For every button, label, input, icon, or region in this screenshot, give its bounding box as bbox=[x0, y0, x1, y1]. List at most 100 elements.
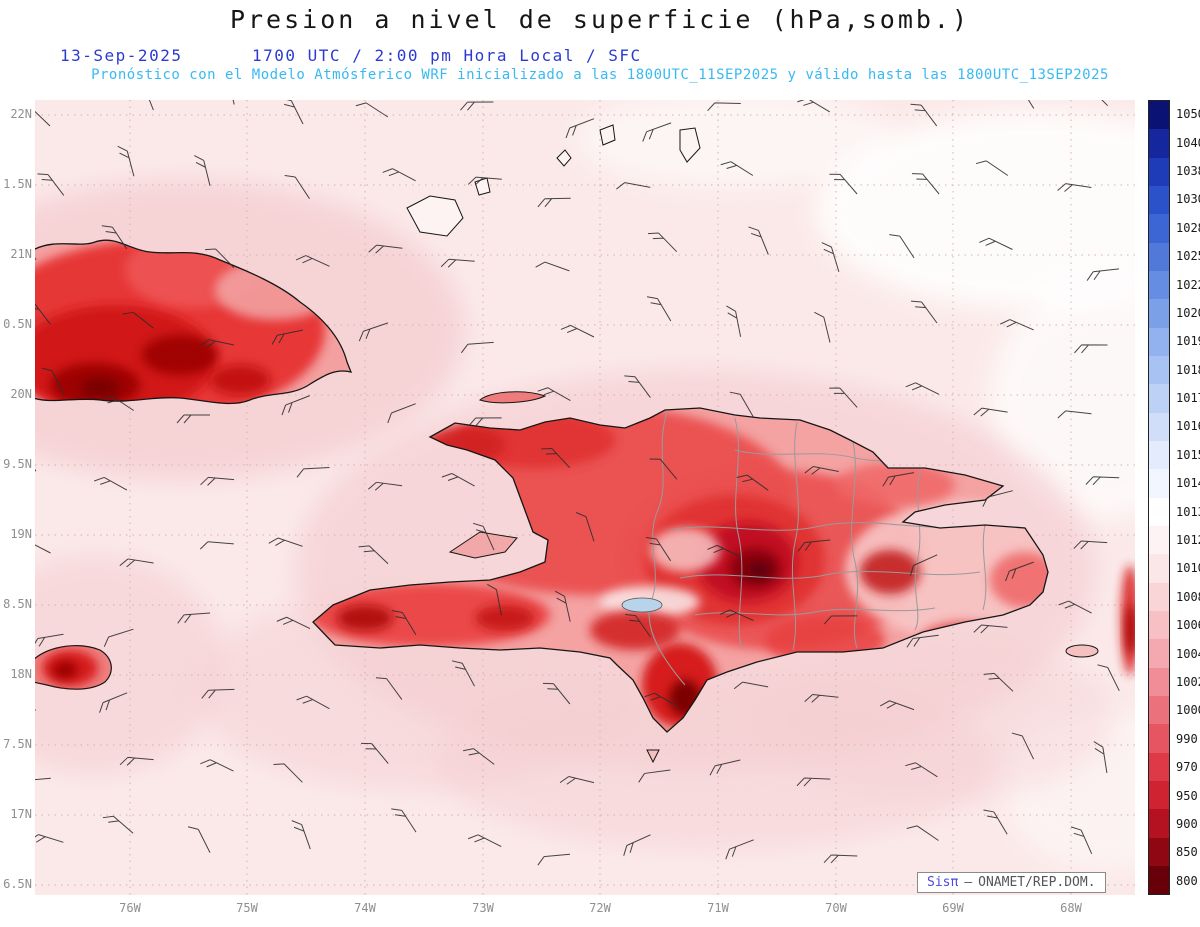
wind-barb bbox=[194, 155, 211, 186]
wind-barb bbox=[1000, 319, 1034, 331]
wind-barb bbox=[880, 700, 915, 711]
colorbar-tick-label: 800 bbox=[1176, 873, 1198, 888]
wind-barb bbox=[541, 448, 570, 468]
wind-barb bbox=[101, 225, 128, 250]
wind-barb bbox=[645, 536, 672, 562]
colorbar-cell bbox=[1149, 497, 1169, 526]
wind-barb bbox=[983, 809, 1008, 835]
wind-barb bbox=[296, 467, 330, 478]
wind-barb bbox=[821, 242, 840, 273]
wind-barb bbox=[554, 590, 571, 622]
colorbar-tick-label: 1020 bbox=[1176, 305, 1200, 320]
wind-barb bbox=[122, 311, 154, 329]
coastline-cuba bbox=[35, 239, 353, 405]
colorbar-tick-label: 1006 bbox=[1176, 618, 1200, 633]
wind-barb bbox=[975, 160, 1009, 176]
lat-tick-label: 22N bbox=[10, 107, 32, 121]
wind-barb bbox=[467, 176, 502, 186]
datetime-line: 13-Sep-2025 1700 UTC / 2:00 pm Hora Loca… bbox=[0, 46, 1200, 66]
wind-barb bbox=[361, 742, 389, 764]
map-canvas bbox=[35, 100, 1135, 895]
wind-barb bbox=[1073, 540, 1108, 550]
lat-tick-label: 7.5N bbox=[3, 737, 32, 751]
colorbar-tick-label: 850 bbox=[1176, 845, 1198, 860]
wind-barb bbox=[358, 545, 389, 565]
wind-barb bbox=[440, 258, 475, 268]
coastline-hispaniola bbox=[312, 407, 1049, 733]
colorbar-cell bbox=[1149, 157, 1169, 186]
wind-barb bbox=[905, 382, 940, 395]
wind-barb bbox=[487, 583, 502, 616]
wind-barb bbox=[823, 615, 858, 625]
colorbar-tick-label: 1017 bbox=[1176, 391, 1200, 406]
wind-barb bbox=[707, 544, 741, 558]
wind-barb bbox=[983, 672, 1014, 692]
colorbar-cell bbox=[1149, 752, 1169, 781]
colorbar-cell bbox=[1149, 129, 1169, 158]
wind-barb bbox=[906, 634, 939, 648]
wind-barb bbox=[200, 476, 235, 486]
wind-barb bbox=[616, 182, 651, 190]
island-saona bbox=[1065, 644, 1099, 658]
wind-barb bbox=[35, 834, 64, 843]
wind-barb bbox=[273, 763, 303, 783]
wind-barbs-layer bbox=[35, 100, 1120, 866]
wind-barb bbox=[1078, 100, 1109, 107]
wind-barb bbox=[368, 244, 403, 254]
colorbar-cell bbox=[1149, 809, 1169, 838]
wind-barb bbox=[35, 777, 51, 790]
wind-barb bbox=[35, 633, 64, 648]
colorbar-cell bbox=[1149, 469, 1169, 498]
wind-barb bbox=[647, 232, 678, 253]
org-label: ONAMET/REP.DOM. bbox=[978, 875, 1096, 890]
model-info-line: Pronóstico con el Modelo Atmósferico WRF… bbox=[91, 67, 1109, 83]
wind-barb bbox=[748, 226, 769, 255]
colorbar-cell bbox=[1149, 242, 1169, 271]
colorbar-cell bbox=[1149, 270, 1169, 300]
wind-barb bbox=[560, 324, 595, 338]
wind-barb bbox=[295, 255, 330, 267]
wind-barb bbox=[733, 681, 769, 690]
wind-barb bbox=[537, 853, 571, 866]
colorbar-tick-label: 1022 bbox=[1176, 277, 1200, 292]
lon-tick-label: 68W bbox=[1060, 901, 1082, 915]
wind-barb bbox=[910, 103, 938, 127]
wind-barb bbox=[725, 839, 754, 860]
wind-barb bbox=[1005, 561, 1034, 582]
colorbar-cell bbox=[1149, 554, 1169, 583]
wind-barb bbox=[296, 695, 330, 710]
wind-barb bbox=[649, 458, 678, 480]
lon-tick-label: 74W bbox=[354, 901, 376, 915]
island-small bbox=[556, 149, 572, 167]
wind-barb bbox=[205, 248, 235, 268]
colorbar-cell bbox=[1149, 440, 1169, 470]
colorbar-tick-label: 950 bbox=[1176, 788, 1198, 803]
wind-barb bbox=[638, 769, 671, 783]
wind-barb bbox=[623, 834, 651, 856]
lat-tick-label: 21N bbox=[10, 247, 32, 261]
wind-barb bbox=[176, 414, 210, 424]
lat-tick-label: 19N bbox=[10, 527, 32, 541]
wind-barb bbox=[358, 322, 389, 342]
wind-barb bbox=[117, 145, 135, 177]
wind-barb bbox=[889, 234, 915, 259]
page-title: Presion a nivel de superficie (hPa,somb.… bbox=[229, 5, 971, 34]
colorbar-tick-label: 1016 bbox=[1176, 419, 1200, 434]
lon-tick-label: 75W bbox=[236, 901, 258, 915]
wind-barb bbox=[463, 748, 495, 765]
pressure-colorbar bbox=[1148, 100, 1170, 895]
wind-barb bbox=[391, 808, 417, 833]
colorbar-cell bbox=[1149, 724, 1169, 753]
wind-barb bbox=[979, 237, 1013, 250]
wind-barb bbox=[284, 175, 310, 199]
colorbar-tick-label: 1008 bbox=[1176, 589, 1200, 604]
colorbar-tick-label: 1002 bbox=[1176, 675, 1200, 689]
wind-barb bbox=[355, 102, 389, 118]
wind-barb bbox=[642, 122, 672, 142]
wind-barb bbox=[719, 609, 754, 622]
wind-barb bbox=[1057, 183, 1092, 192]
lon-tick-label: 70W bbox=[825, 901, 847, 915]
colorbar-tick-labels: 1050 1040 1038 1030 1028 1025 1022 1020 1019 1018… bbox=[1176, 100, 1200, 895]
wind-barb bbox=[276, 616, 311, 630]
colorbar-tick-label: 1028 bbox=[1176, 220, 1200, 235]
